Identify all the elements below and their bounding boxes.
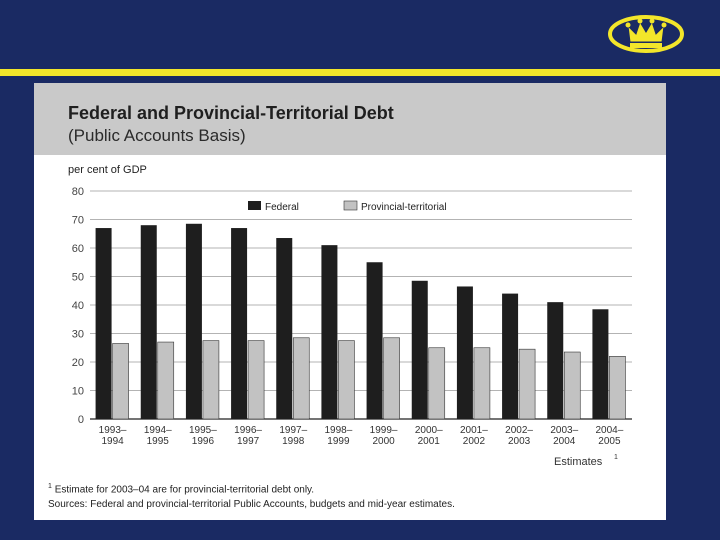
bar-federal [185,223,202,419]
legend-swatch [343,200,358,211]
chart-subtitle: (Public Accounts Basis) [68,126,246,145]
x-tick-label: 2002– [505,425,533,436]
bar-provincial [518,348,536,420]
x-tick-label: 1999 [327,436,350,447]
sources-note: Sources: Federal and provincial-territor… [48,499,455,510]
bar-federal [547,302,564,419]
bar-provincial [157,341,175,420]
x-tick-label: 2001 [418,436,441,447]
bar-provincial [247,340,265,420]
x-tick-label: 2000– [415,425,443,436]
bar-provincial [428,347,446,420]
bar-provincial [473,347,491,420]
x-tick-label: 1995 [147,436,170,447]
y-tick-label: 50 [72,272,84,284]
bar-provincial [202,340,220,420]
bar-provincial [609,356,626,420]
y-tick-label: 20 [72,357,84,369]
bar-federal [456,286,473,419]
x-tick-label: 1998– [325,425,353,436]
bar-federal [592,309,609,419]
accent-rule [0,69,720,76]
x-tick-label: 2001– [460,425,488,436]
bar-federal [321,245,338,419]
y-tick-label: 80 [72,186,84,198]
footnote: 1 Estimate for 2003–04 are for provincia… [48,483,314,495]
x-tick-label: 1999– [370,425,398,436]
bar-chart: per cent of GDP010203040506070801993–199… [68,164,632,468]
x-tick-label: 2003 [508,436,531,447]
x-tick-label: 1994 [101,436,124,447]
x-tick-label: 2005 [598,436,621,447]
legend-label: Provincial-territorial [361,202,447,213]
bar-federal [95,228,112,419]
chart-card: Federal and Provincial-Territorial Debt … [34,83,666,520]
bar-federal [411,280,428,419]
y-axis-label: per cent of GDP [68,164,147,176]
y-tick-label: 70 [72,215,84,227]
y-tick-label: 40 [72,300,84,312]
y-tick-label: 30 [72,329,84,341]
bar-federal [366,262,383,419]
x-tick-label: 1996 [192,436,215,447]
chart-header: Federal and Provincial-Territorial Debt … [34,83,666,155]
estimates-marker: 1 [614,454,618,461]
bar-provincial [292,337,310,420]
x-tick-label: 2004– [596,425,624,436]
footnote-text: Estimate for 2003–04 are for provincial-… [54,484,315,496]
y-tick-label: 60 [72,243,84,255]
x-tick-label: 1994– [144,425,172,436]
x-tick-label: 2000 [372,436,395,447]
footnote-marker: 1 [48,483,52,490]
x-tick-label: 2004 [553,436,576,447]
x-tick-label: 2002 [463,436,486,447]
bar-federal [231,228,248,419]
bar-provincial [383,337,400,420]
y-tick-label: 0 [78,414,84,426]
x-tick-label: 2003– [550,425,578,436]
estimates-note: Estimates [554,456,603,468]
x-tick-label: 1996– [234,425,262,436]
legend-label: Federal [265,202,299,213]
x-tick-label: 1993– [99,425,127,436]
bar-provincial [112,343,129,420]
legend-swatch [248,201,261,210]
x-tick-label: 1997– [279,425,307,436]
bar-federal [502,293,519,419]
x-tick-label: 1997 [237,436,260,447]
bar-federal [276,238,293,419]
bar-provincial [563,351,581,420]
bar-federal [140,225,157,419]
x-tick-label: 1998 [282,436,305,447]
bar-provincial [338,340,355,420]
chart-title: Federal and Provincial-Territorial Debt [68,103,394,123]
x-tick-label: 1995– [189,425,217,436]
crown-icon [608,15,684,53]
y-tick-label: 10 [72,386,84,398]
